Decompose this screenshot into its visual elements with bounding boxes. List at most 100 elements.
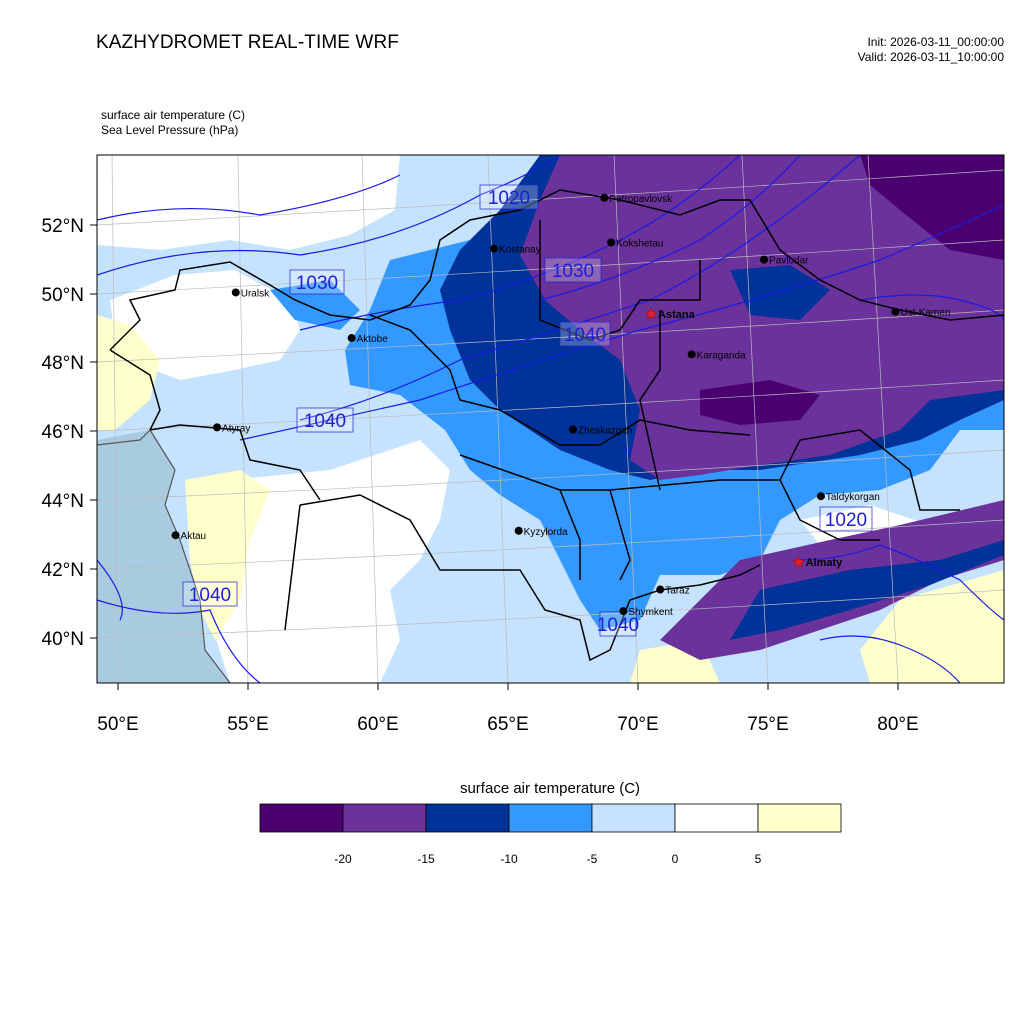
- lat-tick-labels: 52°N 50°N 48°N 46°N 44°N 42°N 40°N: [42, 216, 84, 650]
- capital-marker: Astana: [644, 307, 696, 321]
- svg-text:Atyray: Atyray: [222, 423, 250, 434]
- svg-text:1040: 1040: [564, 325, 606, 346]
- svg-text:Kyzylorda: Kyzylorda: [524, 527, 568, 538]
- temperature-label: surface air temperature (C): [101, 108, 246, 122]
- svg-text:1040: 1040: [597, 615, 639, 636]
- boundaries: [109, 189, 1004, 662]
- lon-tick-label: 55°E: [227, 714, 268, 735]
- graticule: [97, 155, 1004, 683]
- city-marker: Uralsk: [231, 288, 270, 299]
- city-marker: Petropavlovsk: [600, 193, 673, 205]
- colorbar-swatch: [425, 803, 510, 833]
- colorbar-label: 5: [755, 852, 762, 866]
- svg-text:Astana: Astana: [658, 309, 696, 321]
- valid-time: Valid: 2026-03-11_10:00:00: [857, 50, 1004, 64]
- mountain-band-inner: [730, 540, 1004, 640]
- temp-region-white-west: [110, 270, 300, 380]
- lon-tick-label: 50°E: [97, 714, 138, 735]
- colorbar-label: 0: [672, 852, 679, 866]
- svg-text:Taraz: Taraz: [665, 586, 689, 597]
- city-marker: Aktau: [171, 531, 207, 542]
- city-marker: Pavlodar: [760, 255, 809, 267]
- lon-tick-label: 60°E: [357, 714, 398, 735]
- svg-text:1020: 1020: [488, 188, 530, 209]
- page-title: KAZHYDROMET REAL-TIME WRF: [96, 32, 399, 53]
- lon-tick-label: 65°E: [487, 714, 528, 735]
- svg-text:Shymkent: Shymkent: [628, 607, 673, 618]
- isobar-label: 1020: [819, 506, 873, 532]
- city-marker: Zheskazgan: [569, 425, 632, 437]
- colorbar: [259, 803, 842, 833]
- isobar-label: 1040: [559, 321, 611, 347]
- city-marker: Taldykorgan: [816, 492, 880, 503]
- variable-labels: surface air temperature (C) Sea Level Pr…: [101, 108, 245, 138]
- colorbar-swatch: [591, 803, 676, 833]
- lat-tick-label: 50°N: [42, 285, 84, 306]
- lat-tick-label: 42°N: [42, 560, 84, 581]
- tick-marks: [90, 224, 899, 690]
- city-marker: Kostanay: [490, 244, 541, 256]
- temp-region-yellow-caspian-n: [97, 315, 160, 430]
- map-frame: [96, 154, 1005, 684]
- svg-text:Zheskazgan: Zheskazgan: [578, 426, 632, 437]
- temp-region-yellow-caspian-e: [185, 470, 270, 640]
- temp-region-yellow-se: [860, 570, 1004, 683]
- svg-text:Taldykorgan: Taldykorgan: [826, 492, 880, 503]
- city-markers: Petropavlovsk Kostanay Kokshetau Uralsk Pavl…: [171, 193, 950, 618]
- temp-region-white-north: [97, 155, 400, 250]
- temp-region-m5-west: [270, 280, 360, 330]
- colorbar-label: -20: [334, 852, 352, 866]
- svg-text:1020: 1020: [825, 510, 867, 531]
- city-marker: Taraz: [656, 585, 690, 597]
- temp-region-m20-north: [860, 155, 1004, 260]
- colorbar-swatch: [259, 803, 344, 833]
- lon-tick-label: 80°E: [877, 714, 918, 735]
- svg-text:1040: 1040: [304, 411, 346, 432]
- lon-tick-label: 75°E: [747, 714, 788, 735]
- colorbar-label: -15: [417, 852, 435, 866]
- city-marker: Karaganda: [687, 350, 746, 361]
- svg-text:1030: 1030: [296, 273, 338, 294]
- svg-text:Kostanay: Kostanay: [499, 245, 541, 256]
- svg-text:Almaty: Almaty: [806, 557, 844, 569]
- colorbar-swatch: [757, 803, 842, 833]
- colorbar-label: -10: [500, 852, 518, 866]
- isobar-label: 1030: [544, 257, 602, 283]
- init-time: Init: 2026-03-11_00:00:00: [867, 35, 1004, 49]
- svg-text:Karaganda: Karaganda: [697, 350, 746, 361]
- isobar-label: 1020: [479, 184, 539, 210]
- pressure-label: Sea Level Pressure (hPa): [101, 123, 239, 137]
- lat-tick-label: 46°N: [42, 422, 84, 443]
- caspian-coast: [97, 429, 231, 683]
- lon-tick-label: 70°E: [617, 714, 658, 735]
- svg-text:1040: 1040: [189, 585, 231, 606]
- colorbar-swatch: [342, 803, 427, 833]
- city-marker: Atyray: [213, 423, 250, 434]
- lat-tick-label: 40°N: [42, 629, 84, 650]
- lat-tick-label: 52°N: [42, 216, 84, 237]
- capital-marker: Almaty: [792, 555, 844, 569]
- city-marker: Aktobe: [347, 334, 389, 345]
- isobar-label: 1040: [597, 611, 639, 637]
- city-marker: Kokshetau: [607, 238, 663, 249]
- svg-text:Aktobe: Aktobe: [357, 334, 389, 345]
- capital-markers: Astana Almaty: [644, 307, 844, 569]
- lat-tick-label: 44°N: [42, 491, 84, 512]
- svg-text:Pavlodar: Pavlodar: [769, 256, 809, 267]
- svg-text:Petropavlovsk: Petropavlovsk: [609, 194, 673, 205]
- colorbar-label: -5: [587, 852, 598, 866]
- svg-text:Kokshetau: Kokshetau: [616, 238, 663, 249]
- isobar-label: 1040: [296, 407, 354, 433]
- city-marker: Shymkent: [619, 607, 673, 618]
- colorbar-title: surface air temperature (C): [460, 780, 640, 797]
- svg-text:Ust-Kamen: Ust-Kamen: [900, 308, 950, 319]
- temp-region-m10-pocket: [730, 265, 830, 320]
- time-info: Init: 2026-03-11_00:00:00 Valid: 2026-03…: [858, 35, 1004, 65]
- colorbar-swatch: [674, 803, 759, 833]
- map-area: [97, 155, 1004, 683]
- isobar-label: 1030: [289, 269, 345, 295]
- caspian-sea: [97, 430, 230, 683]
- colorbar-labels: -20 -15 -10 -5 0 5: [334, 852, 761, 866]
- svg-text:Aktau: Aktau: [181, 531, 207, 542]
